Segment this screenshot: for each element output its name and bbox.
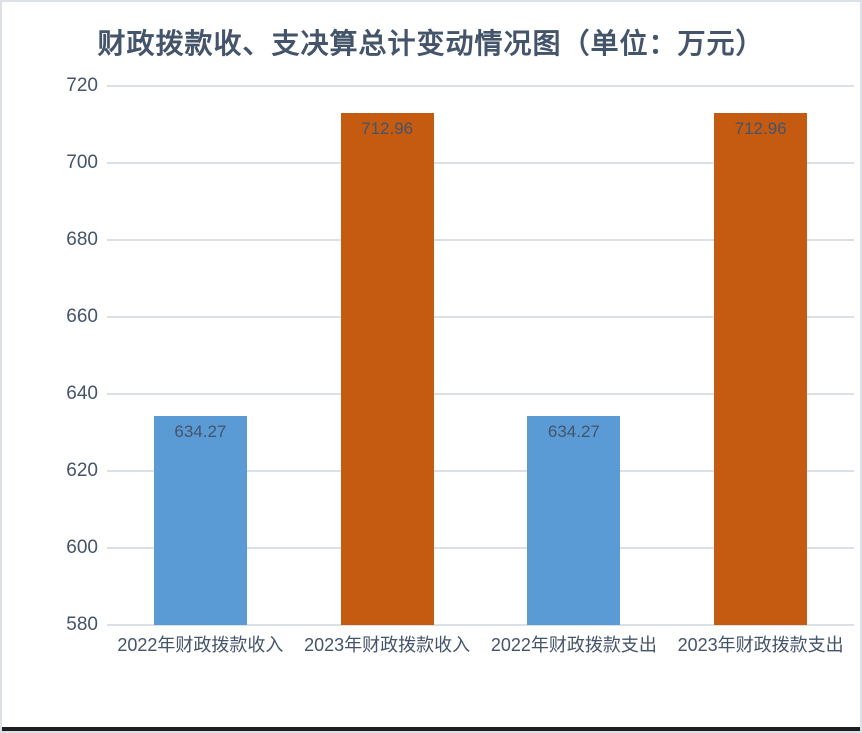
- gridline: [107, 162, 854, 164]
- bar: [714, 113, 808, 625]
- gridline: [107, 624, 854, 626]
- x-category-label: 2023年财政拨款支出: [677, 635, 844, 655]
- x-category-label: 2022年财政拨款支出: [490, 635, 657, 655]
- y-tick-label: 600: [66, 537, 98, 558]
- gridline: [107, 239, 854, 241]
- y-tick-label: 580: [66, 614, 98, 635]
- y-tick-label: 700: [66, 152, 98, 173]
- gridline: [107, 547, 854, 549]
- bar: [340, 113, 434, 625]
- chart-title: 财政拨款收、支决算总计变动情况图（单位：万元）: [97, 29, 765, 60]
- gridline: [107, 470, 854, 472]
- y-tick-label: 660: [66, 306, 98, 327]
- bar: [527, 416, 621, 625]
- y-tick-label: 640: [66, 383, 98, 404]
- bar-data-label: 634.27: [547, 422, 600, 442]
- gridline: [107, 85, 854, 87]
- bar-data-label: 712.96: [734, 119, 787, 139]
- gridline: [107, 393, 854, 395]
- bottom-border-bar: [2, 727, 860, 731]
- y-tick-label: 620: [66, 460, 98, 481]
- bar-data-label: 712.96: [361, 119, 414, 139]
- gridline: [107, 316, 854, 318]
- y-tick-label: 720: [66, 75, 98, 96]
- bar-data-label: 634.27: [174, 422, 227, 442]
- y-tick-label: 680: [66, 229, 98, 250]
- x-category-label: 2022年财政拨款收入: [117, 635, 284, 655]
- bar: [153, 416, 247, 625]
- x-category-label: 2023年财政拨款收入: [304, 635, 471, 655]
